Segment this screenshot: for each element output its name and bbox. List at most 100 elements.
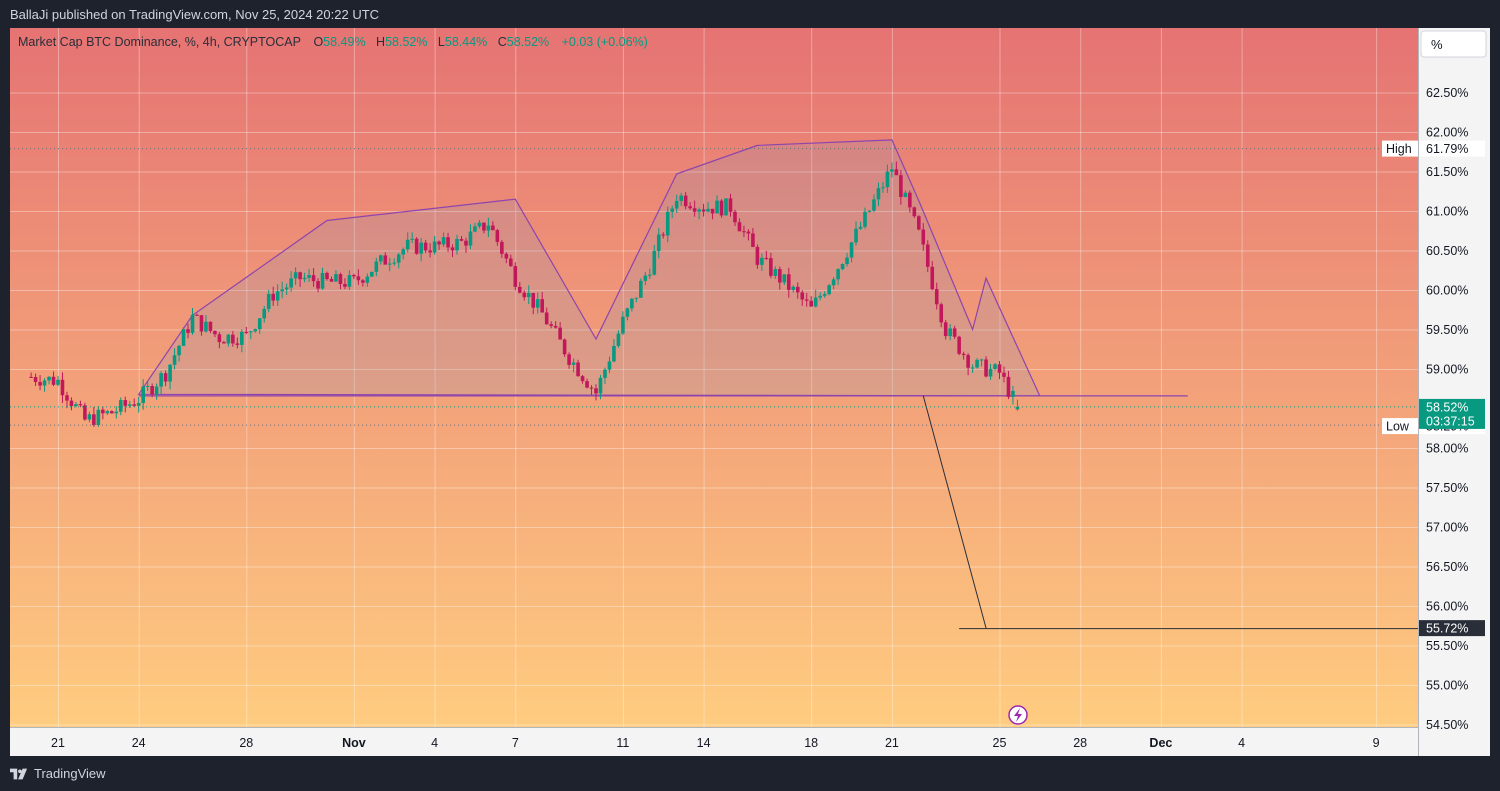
- price-tick-label[interactable]: 60.50%: [1426, 244, 1468, 258]
- candle-body[interactable]: [352, 275, 356, 277]
- candle-body[interactable]: [204, 321, 208, 332]
- candle[interactable]: [217, 331, 222, 349]
- candle-body[interactable]: [338, 274, 343, 285]
- candle-body[interactable]: [464, 240, 468, 246]
- price-tick-label[interactable]: 55.00%: [1426, 679, 1468, 693]
- candle[interactable]: [329, 276, 334, 282]
- candle-body[interactable]: [715, 200, 719, 214]
- candle-body[interactable]: [733, 211, 737, 223]
- replay-button[interactable]: [1008, 705, 1028, 725]
- candle[interactable]: [957, 335, 961, 356]
- candle[interactable]: [733, 209, 737, 226]
- candle-body[interactable]: [692, 208, 697, 212]
- candle-body[interactable]: [876, 188, 881, 200]
- candle-body[interactable]: [307, 275, 311, 278]
- candle-body[interactable]: [795, 286, 800, 293]
- candle[interactable]: [899, 170, 903, 205]
- candle[interactable]: [648, 268, 652, 279]
- candle-body[interactable]: [612, 345, 616, 362]
- candle-body[interactable]: [199, 315, 204, 332]
- candle[interactable]: [190, 307, 195, 335]
- candle[interactable]: [544, 307, 549, 325]
- candle[interactable]: [908, 190, 912, 213]
- candle[interactable]: [316, 278, 320, 293]
- candle[interactable]: [293, 267, 298, 285]
- candle[interactable]: [742, 225, 746, 238]
- candle-body[interactable]: [491, 225, 495, 231]
- candle-body[interactable]: [396, 254, 401, 263]
- candle[interactable]: [921, 223, 926, 251]
- candle[interactable]: [540, 291, 544, 313]
- candle[interactable]: [719, 199, 724, 218]
- candle-body[interactable]: [441, 237, 446, 245]
- candle-body[interactable]: [737, 222, 742, 232]
- candle[interactable]: [423, 239, 428, 253]
- chart-legend[interactable]: Market Cap BTC Dominance, %, 4h, CRYPTOC…: [18, 33, 648, 50]
- candle[interactable]: [764, 250, 769, 260]
- candle-body[interactable]: [83, 405, 87, 420]
- candle-body[interactable]: [957, 336, 961, 354]
- candle-body[interactable]: [580, 376, 585, 382]
- candle-body[interactable]: [311, 275, 316, 282]
- candle-body[interactable]: [325, 272, 329, 280]
- candle-body[interactable]: [782, 274, 787, 283]
- candle-body[interactable]: [899, 175, 903, 197]
- candle-body[interactable]: [329, 279, 334, 282]
- candle-body[interactable]: [535, 299, 540, 308]
- candle-body[interactable]: [69, 400, 74, 407]
- candle-body[interactable]: [930, 266, 935, 290]
- candle[interactable]: [701, 203, 706, 217]
- candle[interactable]: [589, 385, 594, 395]
- candle-body[interactable]: [486, 225, 491, 231]
- candle[interactable]: [665, 206, 670, 243]
- candle-body[interactable]: [630, 298, 634, 309]
- candle-body[interactable]: [361, 280, 365, 283]
- candle[interactable]: [42, 378, 47, 392]
- price-tick-label[interactable]: 54.50%: [1426, 718, 1468, 732]
- candle[interactable]: [186, 323, 190, 339]
- candle[interactable]: [863, 207, 867, 229]
- candle-body[interactable]: [809, 300, 813, 307]
- candle-body[interactable]: [78, 404, 83, 406]
- candle[interactable]: [383, 252, 388, 265]
- time-tick-label[interactable]: Dec: [1149, 736, 1172, 750]
- candle[interactable]: [513, 262, 518, 291]
- time-tick-label[interactable]: 4: [1238, 736, 1245, 750]
- time-tick-label[interactable]: 28: [239, 736, 253, 750]
- candle[interactable]: [401, 247, 406, 260]
- candle[interactable]: [854, 221, 858, 246]
- target-projection-line[interactable]: [922, 395, 987, 629]
- candle[interactable]: [172, 348, 177, 370]
- candle-body[interactable]: [939, 304, 944, 323]
- candle-body[interactable]: [60, 379, 65, 396]
- candle[interactable]: [504, 252, 509, 264]
- candle-body[interactable]: [477, 222, 482, 227]
- candle-body[interactable]: [379, 255, 383, 262]
- time-tick-label[interactable]: 9: [1373, 736, 1380, 750]
- candle-body[interactable]: [531, 292, 536, 308]
- candle[interactable]: [580, 374, 585, 384]
- candle[interactable]: [60, 372, 65, 403]
- candle-body[interactable]: [423, 242, 428, 251]
- candle[interactable]: [1015, 399, 1020, 411]
- candle[interactable]: [482, 222, 486, 234]
- candle-body[interactable]: [791, 286, 796, 290]
- candle[interactable]: [890, 162, 894, 178]
- candle[interactable]: [208, 321, 213, 334]
- candle-body[interactable]: [432, 241, 437, 253]
- candle[interactable]: [47, 376, 51, 385]
- candle[interactable]: [405, 232, 410, 253]
- candle[interactable]: [387, 257, 392, 272]
- candle-body[interactable]: [769, 258, 773, 276]
- candle[interactable]: [468, 224, 473, 250]
- candle[interactable]: [822, 291, 827, 298]
- candle[interactable]: [289, 271, 293, 292]
- candle-body[interactable]: [903, 192, 908, 197]
- candle-body[interactable]: [450, 247, 455, 251]
- candle-body[interactable]: [872, 199, 876, 211]
- candle[interactable]: [262, 305, 267, 323]
- candle-body[interactable]: [455, 239, 459, 251]
- candle[interactable]: [679, 192, 683, 206]
- candle-body[interactable]: [1006, 376, 1011, 397]
- candle[interactable]: [881, 181, 885, 193]
